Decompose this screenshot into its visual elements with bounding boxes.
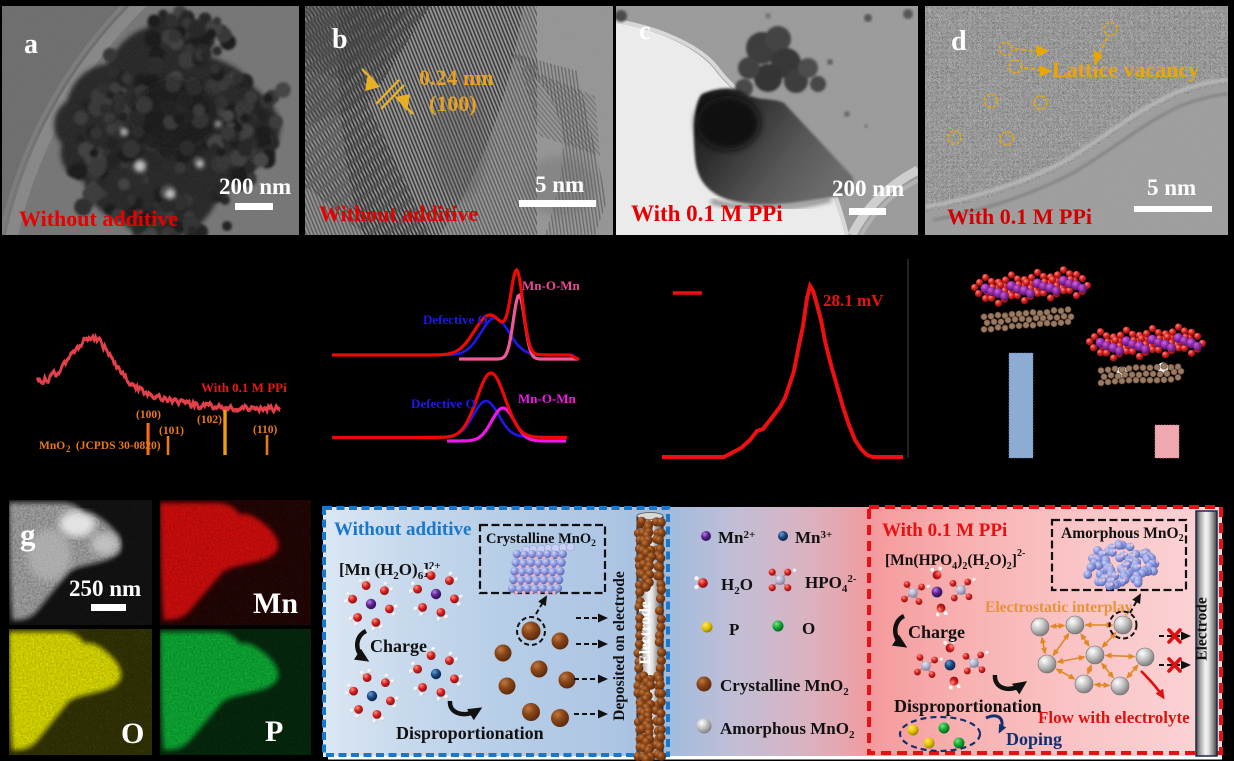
svg-text:Defective O: Defective O (423, 312, 488, 327)
svg-text:With 0.1 M PPi: With 0.1 M PPi (882, 520, 1007, 541)
svg-text:With 0.1 M PPi: With 0.1 M PPi (947, 204, 1092, 229)
svg-text:Crystalline MnO2: Crystalline MnO2 (720, 676, 849, 698)
svg-text:5 nm: 5 nm (1147, 175, 1196, 200)
svg-text:P: P (729, 620, 739, 639)
svg-text:O: O (802, 619, 815, 638)
svg-text:Flow with electrolyte: Flow with electrolyte (1038, 708, 1190, 727)
svg-text:Disproportionation: Disproportionation (396, 723, 544, 743)
svg-text:Mn: Mn (253, 587, 298, 620)
svg-text:MnO: MnO (39, 440, 65, 452)
svg-text:Lattice vacancy: Lattice vacancy (1052, 57, 1199, 82)
svg-text:d: d (951, 26, 967, 57)
svg-text:Electrostatic interplay: Electrostatic interplay (985, 599, 1133, 616)
svg-text:c: c (639, 16, 651, 45)
svg-text:200 nm: 200 nm (832, 176, 904, 201)
svg-text:Mn-O-Mn: Mn-O-Mn (522, 278, 581, 293)
svg-text:(100): (100) (136, 409, 161, 421)
svg-text:Charge: Charge (908, 622, 965, 642)
svg-text:0.24 nm: 0.24 nm (419, 65, 494, 90)
svg-text:Without additive: Without additive (19, 206, 178, 231)
svg-text:(JCPDS 30-0820): (JCPDS 30-0820) (73, 440, 161, 452)
svg-text:5 nm: 5 nm (535, 172, 584, 197)
svg-text:g: g (20, 517, 36, 552)
svg-text:Without additive: Without additive (334, 519, 471, 540)
svg-text:Charge: Charge (370, 636, 427, 656)
svg-text:With 0.1 M PPi: With 0.1 M PPi (201, 380, 287, 395)
svg-text:Deposited on electrode: Deposited on electrode (611, 571, 628, 721)
svg-text:O: O (121, 717, 144, 750)
svg-text:(102): (102) (197, 414, 222, 426)
svg-text:Amorphous MnO2: Amorphous MnO2 (720, 719, 855, 741)
svg-text:P: P (265, 715, 283, 748)
svg-text:Doping: Doping (1006, 729, 1062, 749)
svg-text:b: b (332, 24, 348, 55)
svg-text:H2O: H2O (721, 575, 753, 597)
svg-text:200 nm: 200 nm (219, 174, 291, 199)
svg-text:Defective O: Defective O (411, 396, 476, 411)
svg-text:2: 2 (66, 444, 71, 454)
svg-text:(110): (110) (253, 424, 277, 436)
svg-text:Amorphous MnO2: Amorphous MnO2 (1061, 525, 1184, 544)
svg-text:28.1 mV: 28.1 mV (823, 291, 884, 310)
svg-text:(100): (100) (429, 91, 477, 116)
svg-text:250 nm: 250 nm (69, 576, 141, 601)
svg-text:Without additive: Without additive (319, 201, 478, 226)
svg-text:a: a (24, 29, 38, 60)
svg-text:Electrode: Electrode (1194, 597, 1211, 661)
svg-text:With 0.1 M PPi: With 0.1 M PPi (631, 201, 783, 226)
svg-text:Electrode: Electrode (637, 601, 654, 665)
svg-text:Disproportionation: Disproportionation (894, 696, 1042, 716)
svg-text:(101): (101) (159, 425, 184, 437)
svg-text:Mn-O-Mn: Mn-O-Mn (518, 391, 577, 406)
